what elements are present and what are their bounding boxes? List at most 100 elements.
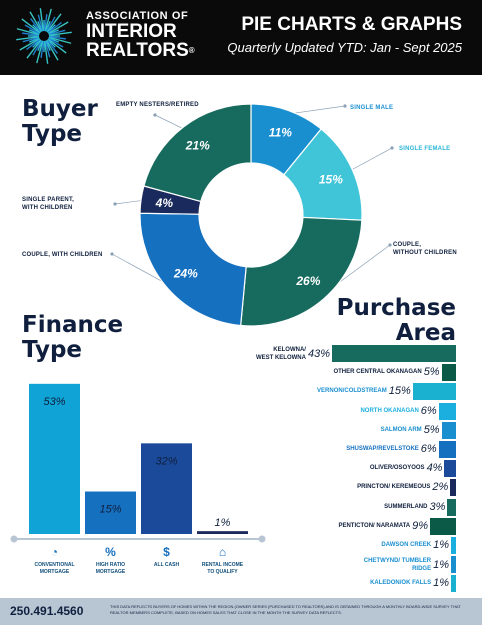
label-single-male: SINGLE MALE <box>350 105 394 111</box>
logo-ray <box>47 24 56 33</box>
purchase-area-bar <box>441 421 456 439</box>
purchase-area-label: PRINCTON/ KEREMEOUS 2% <box>357 481 449 494</box>
finance-bar-value: 53% <box>43 396 65 408</box>
logo-ray <box>39 8 45 32</box>
finance-bar-value: 1% <box>215 517 231 529</box>
purchase-area-name-line: PRINCTON/ KEREMEOUS <box>357 484 431 491</box>
leader-dot <box>113 202 117 206</box>
purchase-area-value: 3% <box>429 500 446 513</box>
leader-line <box>286 105 346 115</box>
phone-number[interactable]: 250.491.4560 <box>10 604 84 618</box>
purchase-area-bar-chart: KELOWNA/WEST KELOWNA 43% OTHER CENTRAL OKA… <box>240 344 482 598</box>
finance-category-label-line: TO QUALIFY <box>207 569 238 575</box>
logo-ray <box>37 20 43 32</box>
leader-dot <box>153 113 157 117</box>
logo-ray <box>47 38 67 54</box>
finance-bar <box>85 491 136 534</box>
finance-category-label-line: MORTGAGE <box>39 569 70 575</box>
donut-slice-value: 11% <box>269 126 292 140</box>
buyer-type-title: Buyer Type <box>22 97 98 147</box>
finance-bar <box>29 383 80 534</box>
purchase-area-bar <box>441 364 456 382</box>
logo-ray <box>43 40 49 64</box>
logo-ray <box>47 37 64 48</box>
purchase-area-value: 6% <box>420 443 437 455</box>
logo-ray <box>32 39 43 56</box>
logo-ray <box>16 35 40 41</box>
page-subtitle: Quarterly Updated YTD: Jan - Sept 2025 <box>227 40 462 55</box>
logo-ray <box>47 21 69 35</box>
purchase-area-name: VERNON/COLDSTREAM <box>317 387 387 395</box>
logo-ray <box>22 36 40 43</box>
purchase-area-bar <box>451 556 456 574</box>
logo-ray <box>43 14 48 32</box>
purchase-area-name-line: DAWSON CREEK <box>381 542 432 548</box>
footer-bar: 250.491.4560 THIS DATA REFLECTS BUYERS O… <box>0 598 482 625</box>
percent-icon: % <box>105 545 116 559</box>
donut-slice-value: 24% <box>173 266 198 280</box>
logo-ray <box>46 13 62 33</box>
label-single-parent-line1: SINGLE PARENT, <box>22 197 75 203</box>
purchase-area-bar <box>444 460 456 478</box>
purchase-area-label: SUMMERLAND 3% <box>384 500 446 513</box>
purchase-area-name-line: VERNON/COLDSTREAM <box>317 388 387 395</box>
purchase-area-label: PENTICTON/ NARAMATA 9% <box>338 519 429 532</box>
purchase-area-value: 4% <box>426 462 443 475</box>
leader-line <box>154 114 187 131</box>
purchase-area-name-line: OLIVER/OSOYOOS <box>369 465 425 472</box>
logo-ray <box>40 40 45 58</box>
logo-ray <box>37 14 44 32</box>
buyer-title-line2: Type <box>22 121 83 147</box>
purchase-area-title: Purchase Area <box>337 296 456 346</box>
finance-category-label: ALL CASH <box>137 562 197 569</box>
logo-ray <box>48 29 66 36</box>
finance-bar-value: 32% <box>155 455 177 467</box>
logo-ray <box>22 32 40 37</box>
org-name-line3: REALTORS® <box>86 41 195 60</box>
purchase-area-value: 9% <box>412 519 429 532</box>
purchase-area-name: NORTH OKANAGAN <box>360 407 418 415</box>
finance-category-label-line: CONVENTIONAL <box>34 562 75 568</box>
purchase-area-value: 15% <box>388 385 411 398</box>
purchase-area-label: OLIVER/OSOYOOS 4% <box>369 462 443 475</box>
logo-ray <box>45 16 56 33</box>
buyer-type-donut-chart: 11% 15% 26% 24% 4% 21% <box>110 103 394 327</box>
association-logo-icon <box>16 8 72 64</box>
logo-ray <box>48 31 72 37</box>
data-disclaimer: THIS DATA REFLECTS BUYERS OF HOMES WITHI… <box>110 604 461 615</box>
leader-dot <box>343 104 347 108</box>
donut-slice-value: 4% <box>155 196 174 210</box>
logo-ray <box>19 37 41 51</box>
logo-ray <box>32 39 41 48</box>
org-name-realtors: REALTORS <box>86 40 189 61</box>
label-couple-with-children: COUPLE, WITH CHILDREN <box>22 252 103 258</box>
purchase-area-value: 6% <box>420 404 437 417</box>
purchase-area-name: CHETWYND/ TUMBLER RIDGE <box>364 557 431 573</box>
purchase-area-label: DAWSON CREEK 1% <box>381 540 449 551</box>
purchase-area-label: NORTH OKANAGAN 6% <box>360 404 437 417</box>
purchase-area-value: 1% <box>433 577 449 590</box>
donut-slice-value: 15% <box>319 172 343 186</box>
finance-type-title: Finance Type <box>22 313 123 363</box>
buyer-title-line1: Buyer <box>22 96 98 122</box>
purchase-area-bar <box>438 402 456 420</box>
label-empty-nesters: EMPTY NESTERS/RETIRED <box>116 102 199 108</box>
leader-line <box>114 199 146 205</box>
finance-type-bar-chart: 53% 15% 32% 1% <box>10 383 266 543</box>
logo-ray <box>48 29 60 35</box>
purchase-area-value: 2% <box>432 481 449 494</box>
logo-ray <box>44 8 52 32</box>
purchase-area-bar <box>447 498 456 516</box>
purchase-area-label: OTHER CENTRAL OKANAGAN 5% <box>333 366 440 379</box>
pie-icon: ◔ <box>50 545 59 559</box>
purchase-area-value: 5% <box>423 366 440 379</box>
logo-ray <box>48 37 60 43</box>
purchase-area-name: OTHER CENTRAL OKANAGAN <box>333 368 421 376</box>
purchase-area-value: 5% <box>423 423 440 436</box>
donut-slice <box>240 216 363 327</box>
org-name-line1: ASSOCIATION OF <box>86 10 189 22</box>
logo-ray <box>24 24 41 35</box>
logo-ray <box>29 11 43 33</box>
label-couple-without-children: COUPLE, WITHOUT CHILDREN <box>393 241 457 257</box>
logo-ray <box>26 39 42 59</box>
